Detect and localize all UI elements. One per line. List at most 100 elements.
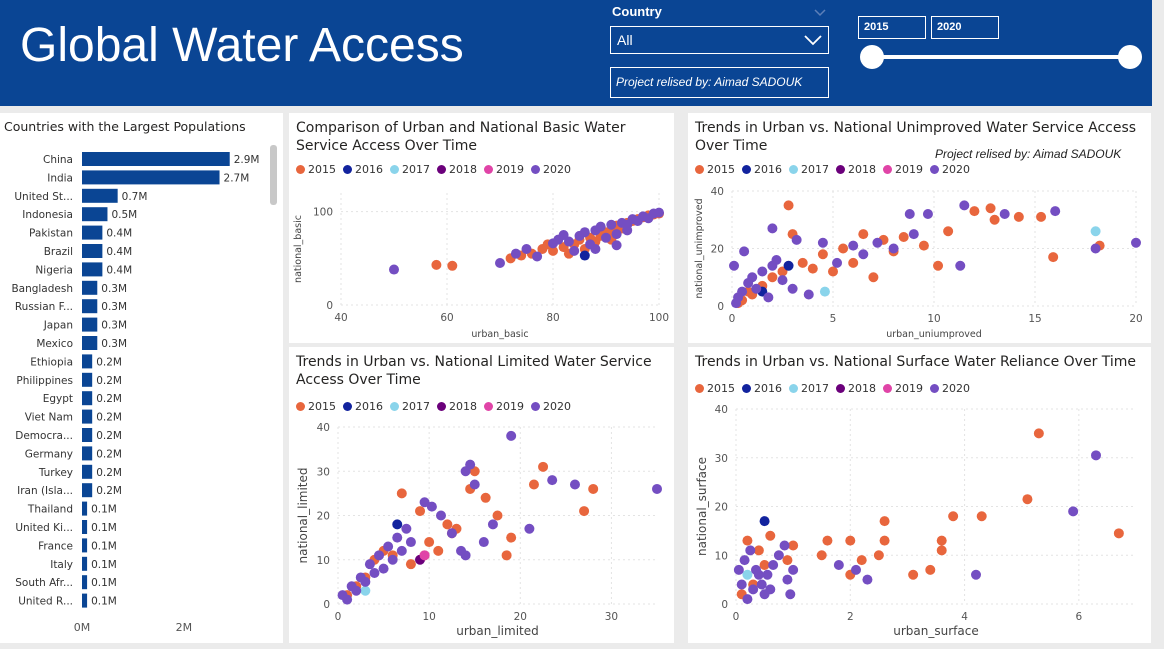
scatter-point-2020[interactable]	[460, 466, 471, 477]
scatter-point-2020[interactable]	[383, 541, 394, 552]
scatter-point-2020[interactable]	[1091, 450, 1101, 461]
legend-item-2019[interactable]: 2019	[484, 163, 524, 176]
scatter-point-2020[interactable]	[771, 255, 782, 265]
scatter-point-2020[interactable]	[763, 292, 774, 303]
scatter-point-2015[interactable]	[396, 488, 407, 499]
population-bar[interactable]	[82, 262, 103, 277]
legend-item-2015[interactable]: 2015	[695, 382, 735, 395]
scatter-point-2020[interactable]	[999, 209, 1010, 219]
legend-item-2019[interactable]: 2019	[484, 400, 524, 413]
scatter-point-2020[interactable]	[888, 243, 899, 254]
scatter-point-2020[interactable]	[908, 229, 919, 240]
scatter-point-2015[interactable]	[989, 214, 1000, 225]
population-bar[interactable]	[82, 336, 98, 350]
scatter-point-2020[interactable]	[833, 560, 844, 570]
population-bar[interactable]	[82, 520, 88, 534]
scatter-point-2015[interactable]	[447, 260, 458, 271]
scatter-point-2020[interactable]	[787, 283, 798, 294]
scatter-point-2015[interactable]	[433, 545, 444, 556]
scatter-point-2020[interactable]	[378, 563, 389, 574]
scatter-point-2015[interactable]	[492, 510, 503, 521]
country-dropdown[interactable]: All	[610, 26, 829, 54]
scatter-point-2020[interactable]	[435, 510, 446, 521]
scatter-point-2015[interactable]	[1113, 528, 1124, 539]
scatter-point-2020[interactable]	[777, 275, 788, 286]
scatter-point-2015[interactable]	[948, 511, 959, 522]
scatter-point-2015[interactable]	[788, 540, 799, 551]
scatter-point-2015[interactable]	[767, 272, 778, 283]
scatter-point-2015[interactable]	[943, 226, 954, 237]
legend-item-2017[interactable]: 2017	[789, 163, 829, 176]
scatter-point-2015[interactable]	[976, 511, 987, 522]
legend-item-2017[interactable]: 2017	[390, 400, 430, 413]
legend-item-2016[interactable]: 2016	[742, 382, 782, 395]
scatter-point-2020[interactable]	[736, 579, 747, 590]
population-bar[interactable]	[82, 464, 93, 479]
scatter-point-2015[interactable]	[797, 257, 808, 268]
scatter-point-2015[interactable]	[1036, 211, 1047, 222]
legend-item-2017[interactable]: 2017	[390, 163, 430, 176]
population-bar[interactable]	[82, 391, 93, 406]
population-bar[interactable]	[82, 280, 98, 295]
scatter-point-2020[interactable]	[1068, 506, 1079, 517]
scatter-point-2015[interactable]	[1022, 494, 1033, 505]
scatter-point-2020[interactable]	[595, 221, 606, 232]
scatter-point-2020[interactable]	[832, 257, 843, 268]
population-bar[interactable]	[82, 556, 88, 571]
scatter-point-2020[interactable]	[731, 298, 742, 309]
legend-item-2016[interactable]: 2016	[742, 163, 782, 176]
year-slider-start-handle[interactable]	[860, 45, 884, 69]
scatter-point-2020[interactable]	[495, 258, 505, 268]
scatter-point-2020[interactable]	[569, 479, 580, 490]
scatter-point-2019[interactable]	[419, 550, 430, 561]
scatter-point-2020[interactable]	[959, 200, 970, 211]
legend-item-2017[interactable]: 2017	[789, 382, 829, 395]
scatter-point-2020[interactable]	[369, 568, 380, 579]
scatter-point-2015[interactable]	[828, 266, 838, 277]
scatter-point-2020[interactable]	[387, 554, 398, 565]
scatter-point-2020[interactable]	[848, 240, 859, 251]
scatter-point-2015[interactable]	[753, 545, 764, 556]
scatter-point-2020[interactable]	[751, 283, 762, 294]
scatter-point-2020[interactable]	[487, 519, 498, 530]
scatter-point-2020[interactable]	[419, 497, 430, 508]
scatter-point-2015[interactable]	[822, 535, 833, 546]
scatter-point-2020[interactable]	[851, 564, 861, 575]
scatter-point-2015[interactable]	[759, 560, 770, 570]
scatter-point-2015[interactable]	[1013, 211, 1024, 222]
scatter-point-2020[interactable]	[729, 260, 740, 271]
scatter-point-2020[interactable]	[506, 430, 517, 441]
scatter-point-2015[interactable]	[807, 263, 818, 274]
scatter-point-2015[interactable]	[424, 537, 435, 548]
population-bar[interactable]	[82, 428, 93, 442]
scatter-point-2015[interactable]	[742, 535, 753, 546]
scatter-point-2020[interactable]	[469, 479, 480, 490]
scatter-point-2015[interactable]	[845, 535, 856, 546]
scatter-point-2020[interactable]	[762, 569, 773, 580]
scatter-point-2020[interactable]	[922, 209, 933, 219]
scatter-point-2020[interactable]	[521, 244, 532, 254]
scatter-point-2020[interactable]	[768, 560, 779, 570]
scatter-point-2015[interactable]	[969, 206, 980, 217]
scatter-point-2020[interactable]	[739, 246, 750, 257]
scatter-point-2020[interactable]	[971, 569, 981, 580]
scatter-point-2020[interactable]	[1131, 237, 1141, 248]
scatter-point-2020[interactable]	[748, 584, 759, 595]
scatter-point-2020[interactable]	[446, 528, 457, 539]
scatter-point-2020[interactable]	[862, 574, 873, 585]
scatter-point-2015[interactable]	[506, 532, 517, 543]
scatter-point-2020[interactable]	[401, 523, 412, 534]
scatter-point-2020[interactable]	[590, 244, 601, 254]
scatter-point-2020[interactable]	[606, 219, 617, 230]
scatter-point-2015[interactable]	[898, 232, 909, 242]
scatter-point-2017[interactable]	[1090, 226, 1101, 237]
scatter-point-2020[interactable]	[757, 266, 768, 277]
scatter-point-2015[interactable]	[838, 243, 849, 254]
scatter-point-2020[interactable]	[1050, 206, 1061, 217]
scatter-point-2015[interactable]	[925, 564, 936, 575]
scatter-point-2020[interactable]	[601, 232, 611, 243]
scatter-point-2017[interactable]	[742, 569, 753, 580]
scatter-point-2020[interactable]	[785, 589, 796, 600]
scatter-point-2020[interactable]	[558, 230, 569, 240]
scatter-point-2020[interactable]	[858, 249, 869, 260]
